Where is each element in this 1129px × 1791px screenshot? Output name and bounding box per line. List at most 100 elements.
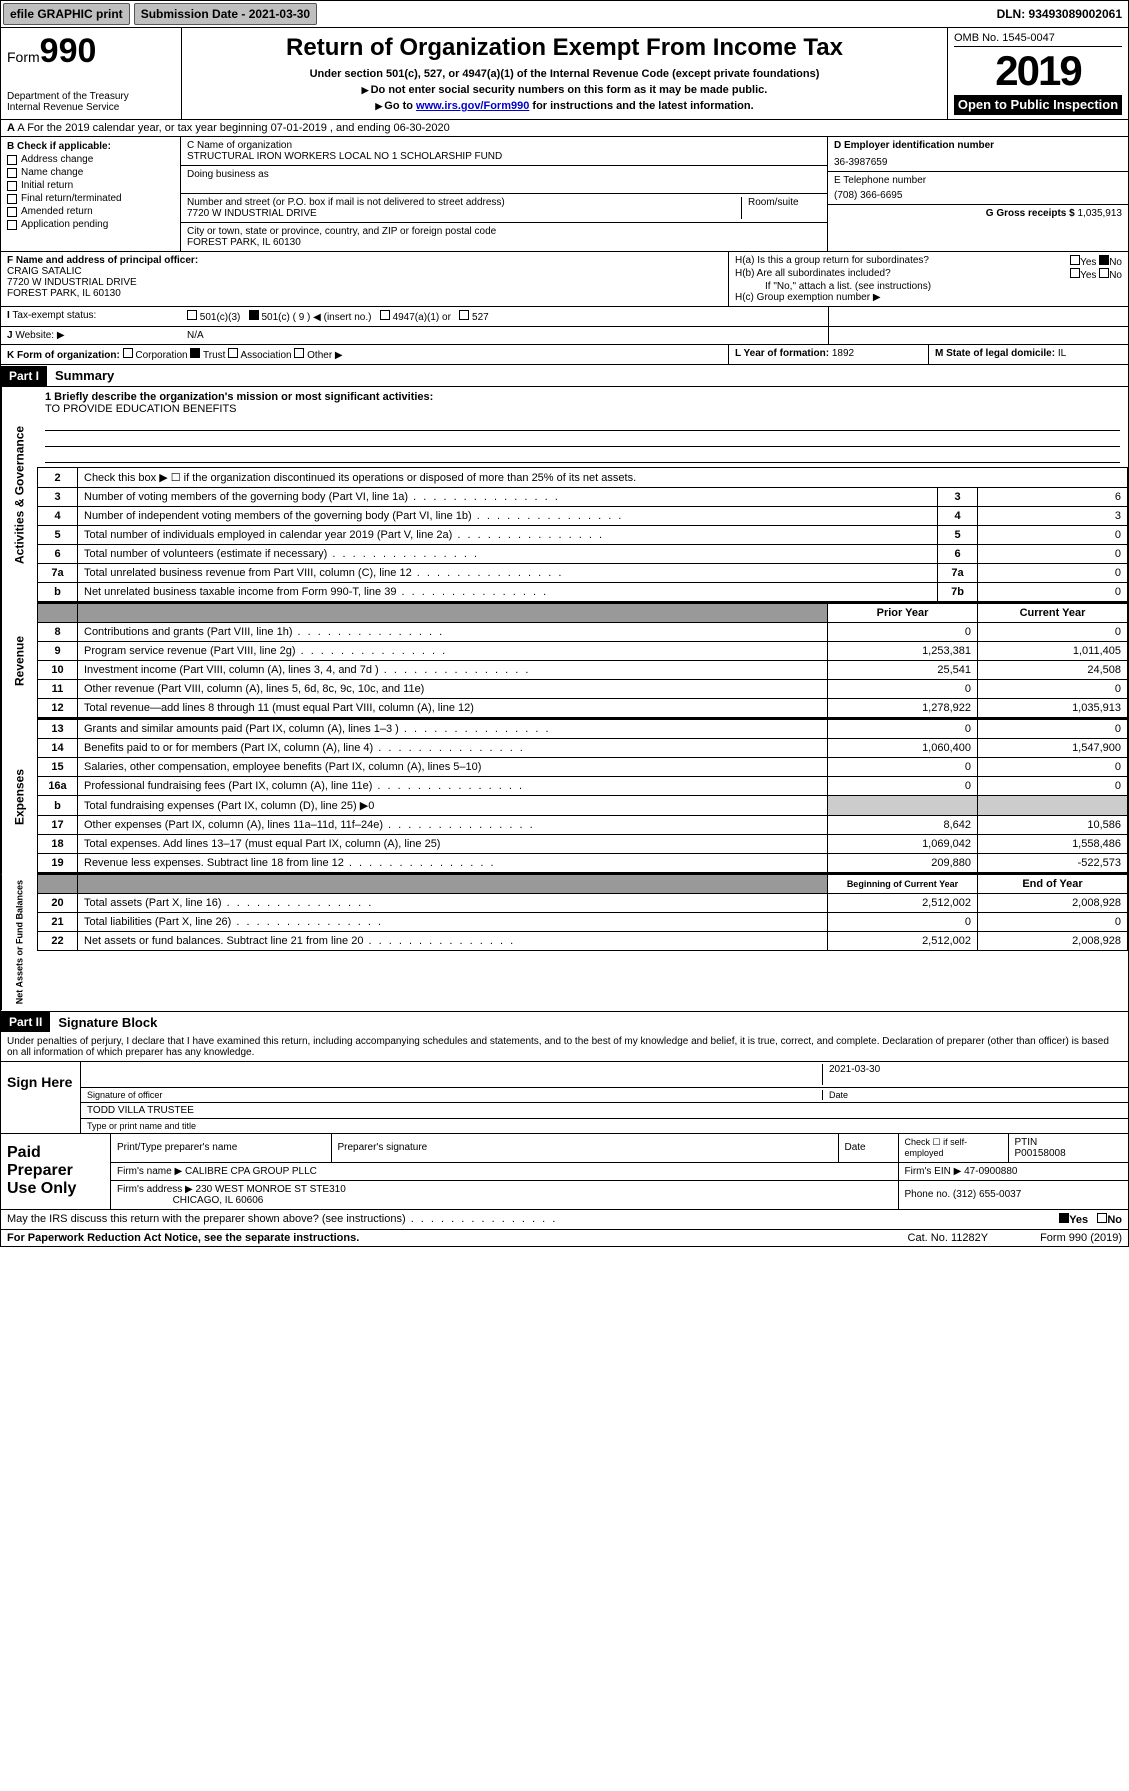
part-i-tag: Part I [1, 366, 47, 386]
firm-phone: (312) 655-0037 [953, 1189, 1021, 1200]
k-label: K Form of organization: [7, 350, 120, 361]
irs-label: Internal Revenue Service [7, 102, 175, 113]
c-dba-label: Doing business as [187, 169, 821, 180]
vtab-governance: Activities & Governance [1, 387, 37, 603]
discuss-no[interactable] [1097, 1213, 1107, 1223]
pra-notice: For Paperwork Reduction Act Notice, see … [1, 1230, 902, 1246]
chk-4947[interactable] [380, 310, 390, 320]
f-label: F Name and address of principal officer: [7, 255, 198, 266]
paid-table: Print/Type preparer's name Preparer's si… [111, 1134, 1128, 1209]
chk-501c3[interactable] [187, 310, 197, 320]
efile-button[interactable]: efile GRAPHIC print [3, 3, 130, 25]
hb-label: H(b) Are all subordinates included? [735, 268, 891, 281]
form-title: Return of Organization Exempt From Incom… [188, 34, 941, 62]
g-value: 1,035,913 [1078, 208, 1123, 219]
arrow-icon [362, 84, 371, 96]
tax-year: 2019 [954, 47, 1122, 95]
chk-other[interactable] [294, 348, 304, 358]
chk-amended[interactable]: Amended return [7, 206, 174, 217]
omb-number: OMB No. 1545-0047 [954, 32, 1122, 47]
g-label: G Gross receipts $ [986, 208, 1075, 219]
c-addr: 7720 W INDUSTRIAL DRIVE [187, 208, 741, 219]
hb-no[interactable] [1099, 268, 1109, 278]
chk-initial[interactable]: Initial return [7, 180, 174, 191]
row-a: A A For the 2019 calendar year, or tax y… [0, 120, 1129, 137]
footer: For Paperwork Reduction Act Notice, see … [0, 1230, 1129, 1247]
mission-text: TO PROVIDE EDUCATION BENEFITS [45, 403, 237, 415]
hb-note: If "No," attach a list. (see instruction… [735, 281, 1122, 292]
note-goto-prefix: Go to [384, 100, 416, 112]
row-j: J Website: ▶ N/A [0, 327, 1129, 345]
ptin: P00158008 [1015, 1148, 1066, 1159]
chk-trust[interactable] [190, 348, 200, 358]
sign-date: 2021-03-30 [822, 1064, 1122, 1085]
c-city: FOREST PARK, IL 60130 [187, 237, 821, 248]
date-label: Date [822, 1090, 1122, 1100]
f-addr: 7720 W INDUSTRIAL DRIVE [7, 277, 137, 288]
arrow-icon [375, 100, 384, 112]
submission-date-button[interactable]: Submission Date - 2021-03-30 [134, 3, 317, 25]
row-i: I Tax-exempt status: 501(c)(3) 501(c) ( … [0, 307, 1129, 327]
m-value: IL [1058, 348, 1066, 359]
chk-501c[interactable] [249, 310, 259, 320]
f-city: FOREST PARK, IL 60130 [7, 288, 121, 299]
hc-label: H(c) Group exemption number ▶ [735, 292, 1122, 303]
signer-name: TODD VILLA TRUSTEE [87, 1105, 194, 1116]
sign-here-label: Sign Here [1, 1062, 81, 1133]
c-name: STRUCTURAL IRON WORKERS LOCAL NO 1 SCHOL… [187, 151, 821, 162]
f-name: CRAIG SATALIC [7, 266, 82, 277]
paid-preparer-label: Paid Preparer Use Only [1, 1134, 111, 1209]
e-value: (708) 366-6695 [834, 190, 1122, 201]
entity-block: B Check if applicable: Address change Na… [0, 137, 1129, 252]
part-ii-tag: Part II [1, 1012, 50, 1032]
cat-no: Cat. No. 11282Y [902, 1230, 995, 1246]
l-value: 1892 [832, 348, 854, 359]
c-addr-label: Number and street (or P.O. box if mail i… [187, 197, 741, 208]
ha-yes[interactable] [1070, 255, 1080, 265]
mission-q: 1 Briefly describe the organization's mi… [45, 391, 433, 403]
chk-assoc[interactable] [228, 348, 238, 358]
vtab-revenue: Revenue [1, 603, 37, 719]
form-subtitle: Under section 501(c), 527, or 4947(a)(1)… [188, 68, 941, 80]
part-ii: Part II Signature Block Under penalties … [0, 1012, 1129, 1230]
firm-name: CALIBRE CPA GROUP PLLC [185, 1166, 317, 1177]
c-room-label: Room/suite [748, 197, 821, 208]
chk-name[interactable]: Name change [7, 167, 174, 178]
row-a-text: A For the 2019 calendar year, or tax yea… [17, 122, 449, 134]
form-header: Form990 Department of the Treasury Inter… [0, 28, 1129, 120]
chk-address[interactable]: Address change [7, 154, 174, 165]
chk-final[interactable]: Final return/terminated [7, 193, 174, 204]
chk-527[interactable] [459, 310, 469, 320]
penalty-text: Under penalties of perjury, I declare th… [1, 1033, 1128, 1062]
chk-corp[interactable] [123, 348, 133, 358]
spacer [319, 11, 990, 17]
ha-label: H(a) Is this a group return for subordin… [735, 255, 929, 268]
discuss-yes[interactable] [1059, 1213, 1069, 1223]
note-goto-suffix: for instructions and the latest informat… [529, 100, 753, 112]
revenue-table: Prior YearCurrent Year 8Contributions an… [37, 603, 1128, 718]
e-label: E Telephone number [834, 175, 1122, 186]
b-label: B Check if applicable: [7, 141, 174, 152]
irs-link[interactable]: www.irs.gov/Form990 [416, 100, 529, 112]
hb-yes[interactable] [1070, 268, 1080, 278]
c-name-label: C Name of organization [187, 140, 821, 151]
form-ref: Form 990 (2019) [1034, 1230, 1128, 1246]
ha-no[interactable] [1099, 255, 1109, 265]
netassets-table: Beginning of Current YearEnd of Year 20T… [37, 874, 1128, 951]
form-prefix: Form [7, 49, 40, 65]
note-ssn: Do not enter social security numbers on … [371, 84, 768, 96]
c-city-label: City or town, state or province, country… [187, 226, 821, 237]
f-h-block: F Name and address of principal officer:… [0, 252, 1129, 307]
discuss-text: May the IRS discuss this return with the… [7, 1213, 557, 1225]
part-i: Part I Summary Activities & Governance 1… [0, 365, 1129, 1011]
sig-officer-label: Signature of officer [87, 1090, 162, 1100]
firm-ein: 47-0900880 [964, 1166, 1017, 1177]
vtab-netassets: Net Assets or Fund Balances [1, 874, 37, 1010]
dept-label: Department of the Treasury [7, 91, 175, 102]
website-value: N/A [181, 327, 828, 344]
part-i-title: Summary [47, 365, 122, 386]
name-label: Type or print name and title [87, 1121, 196, 1131]
part-ii-title: Signature Block [50, 1012, 165, 1033]
firm-city: CHICAGO, IL 60606 [173, 1195, 264, 1206]
chk-pending[interactable]: Application pending [7, 219, 174, 230]
